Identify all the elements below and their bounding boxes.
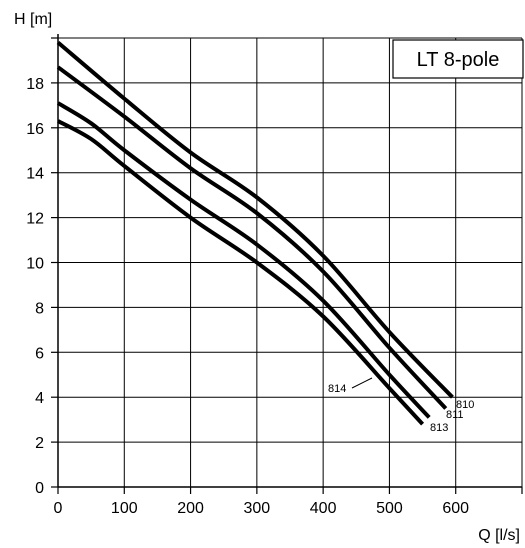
x-tick-label-200: 200 xyxy=(177,500,204,517)
curve-label-811: 811 xyxy=(446,409,464,421)
curve-labels: 814 810 811 813 xyxy=(328,377,474,434)
y-tick-label-6: 6 xyxy=(35,345,44,362)
y-tick-label-10: 10 xyxy=(26,256,44,273)
curve-label-814: 814 xyxy=(328,383,346,395)
x-tick-label-300: 300 xyxy=(244,500,271,517)
curves xyxy=(56,40,454,426)
x-tick-label-0: 0 xyxy=(54,500,63,517)
curve-813 xyxy=(57,119,425,426)
y-tick-label-18: 18 xyxy=(26,76,44,93)
chart-title: LT 8-pole xyxy=(417,49,500,71)
y-tick-label-12: 12 xyxy=(26,211,44,228)
y-tick-label-2: 2 xyxy=(35,435,44,452)
y-tick-label-4: 4 xyxy=(35,390,44,407)
curve-label-813: 813 xyxy=(430,422,448,434)
chart-title-box xyxy=(392,39,524,79)
curve-811 xyxy=(56,65,448,410)
x-tick-label-400: 400 xyxy=(310,500,337,517)
y-axis-label: H [m] xyxy=(14,11,52,28)
curve-810 xyxy=(56,40,454,399)
curve-label-810: 810 xyxy=(456,399,474,411)
x-tick-label-600: 600 xyxy=(442,500,469,517)
x-axis-label: Q [l/s] xyxy=(478,527,520,544)
curve-814 xyxy=(56,101,431,419)
x-tick-label-500: 500 xyxy=(376,500,403,517)
curve-label-814-leader xyxy=(351,377,373,389)
y-tick-label-8: 8 xyxy=(35,300,44,317)
x-tick-label-100: 100 xyxy=(111,500,138,517)
grid xyxy=(58,37,523,487)
y-tick-label-16: 16 xyxy=(26,121,44,138)
y-tick-label-14: 14 xyxy=(26,166,44,183)
y-tick-label-0: 0 xyxy=(35,480,44,497)
